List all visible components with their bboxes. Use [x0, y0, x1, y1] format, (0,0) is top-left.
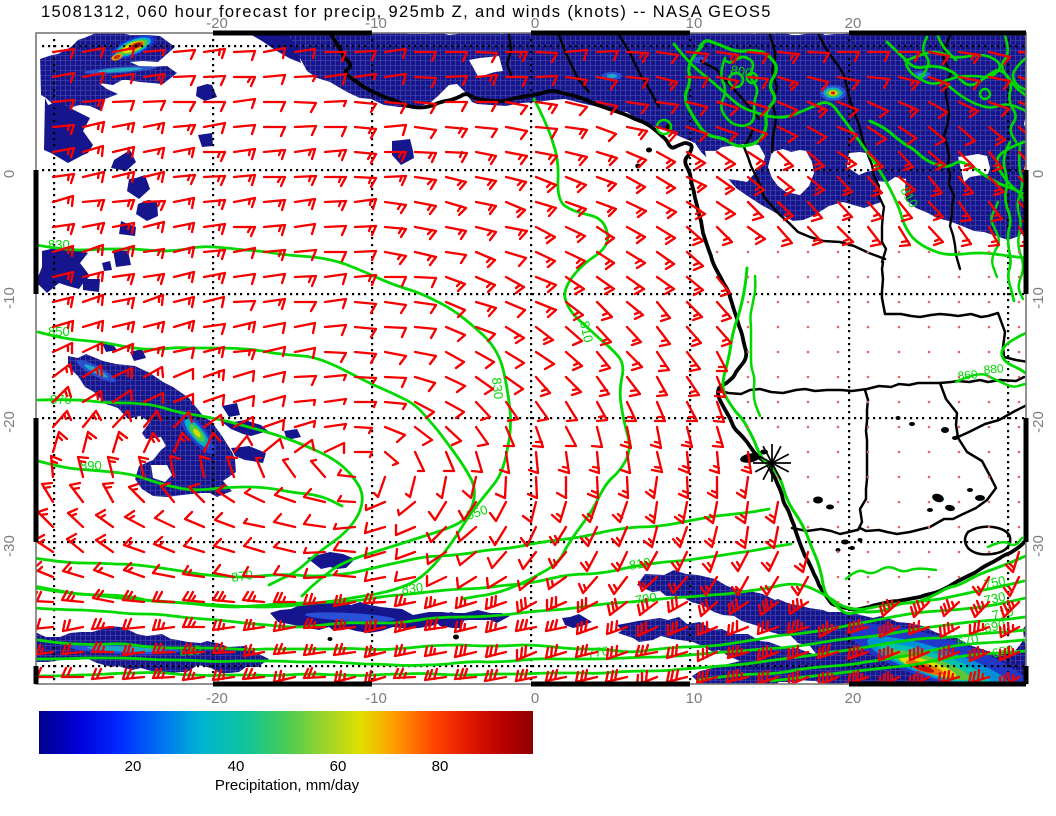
svg-text:880: 880	[983, 361, 1004, 377]
svg-text:830: 830	[489, 377, 506, 400]
svg-text:20: 20	[125, 758, 142, 775]
svg-text:20: 20	[845, 690, 862, 707]
svg-text:0: 0	[531, 690, 539, 707]
svg-text:-20: -20	[1, 411, 18, 433]
svg-text:-20: -20	[1030, 411, 1047, 433]
svg-text:-30: -30	[1, 535, 18, 557]
svg-text:0: 0	[1030, 170, 1047, 178]
svg-text:20: 20	[845, 15, 862, 32]
svg-text:-10: -10	[1, 287, 18, 309]
svg-text:-20: -20	[206, 15, 228, 32]
svg-text:860: 860	[957, 367, 978, 383]
svg-text:890: 890	[80, 458, 102, 473]
svg-text:850: 850	[464, 502, 489, 523]
svg-text:60: 60	[330, 758, 347, 775]
svg-text:810: 810	[577, 320, 596, 344]
svg-text:15081312, 060 hour forecast fo: 15081312, 060 hour forecast for precip, …	[41, 3, 772, 21]
svg-text:0: 0	[1, 170, 18, 178]
svg-text:670: 670	[956, 631, 980, 650]
svg-text:40: 40	[228, 758, 245, 775]
svg-text:-20: -20	[206, 690, 228, 707]
svg-text:Precipitation, mm/day: Precipitation, mm/day	[215, 777, 360, 794]
svg-text:-10: -10	[365, 690, 387, 707]
svg-text:0: 0	[531, 15, 539, 32]
svg-text:830: 830	[401, 580, 424, 597]
svg-text:-10: -10	[365, 15, 387, 32]
svg-text:80: 80	[432, 758, 449, 775]
svg-text:-30: -30	[1030, 535, 1047, 557]
svg-text:-10: -10	[1030, 287, 1047, 309]
svg-text:10: 10	[686, 690, 703, 707]
svg-text:10: 10	[686, 15, 703, 32]
